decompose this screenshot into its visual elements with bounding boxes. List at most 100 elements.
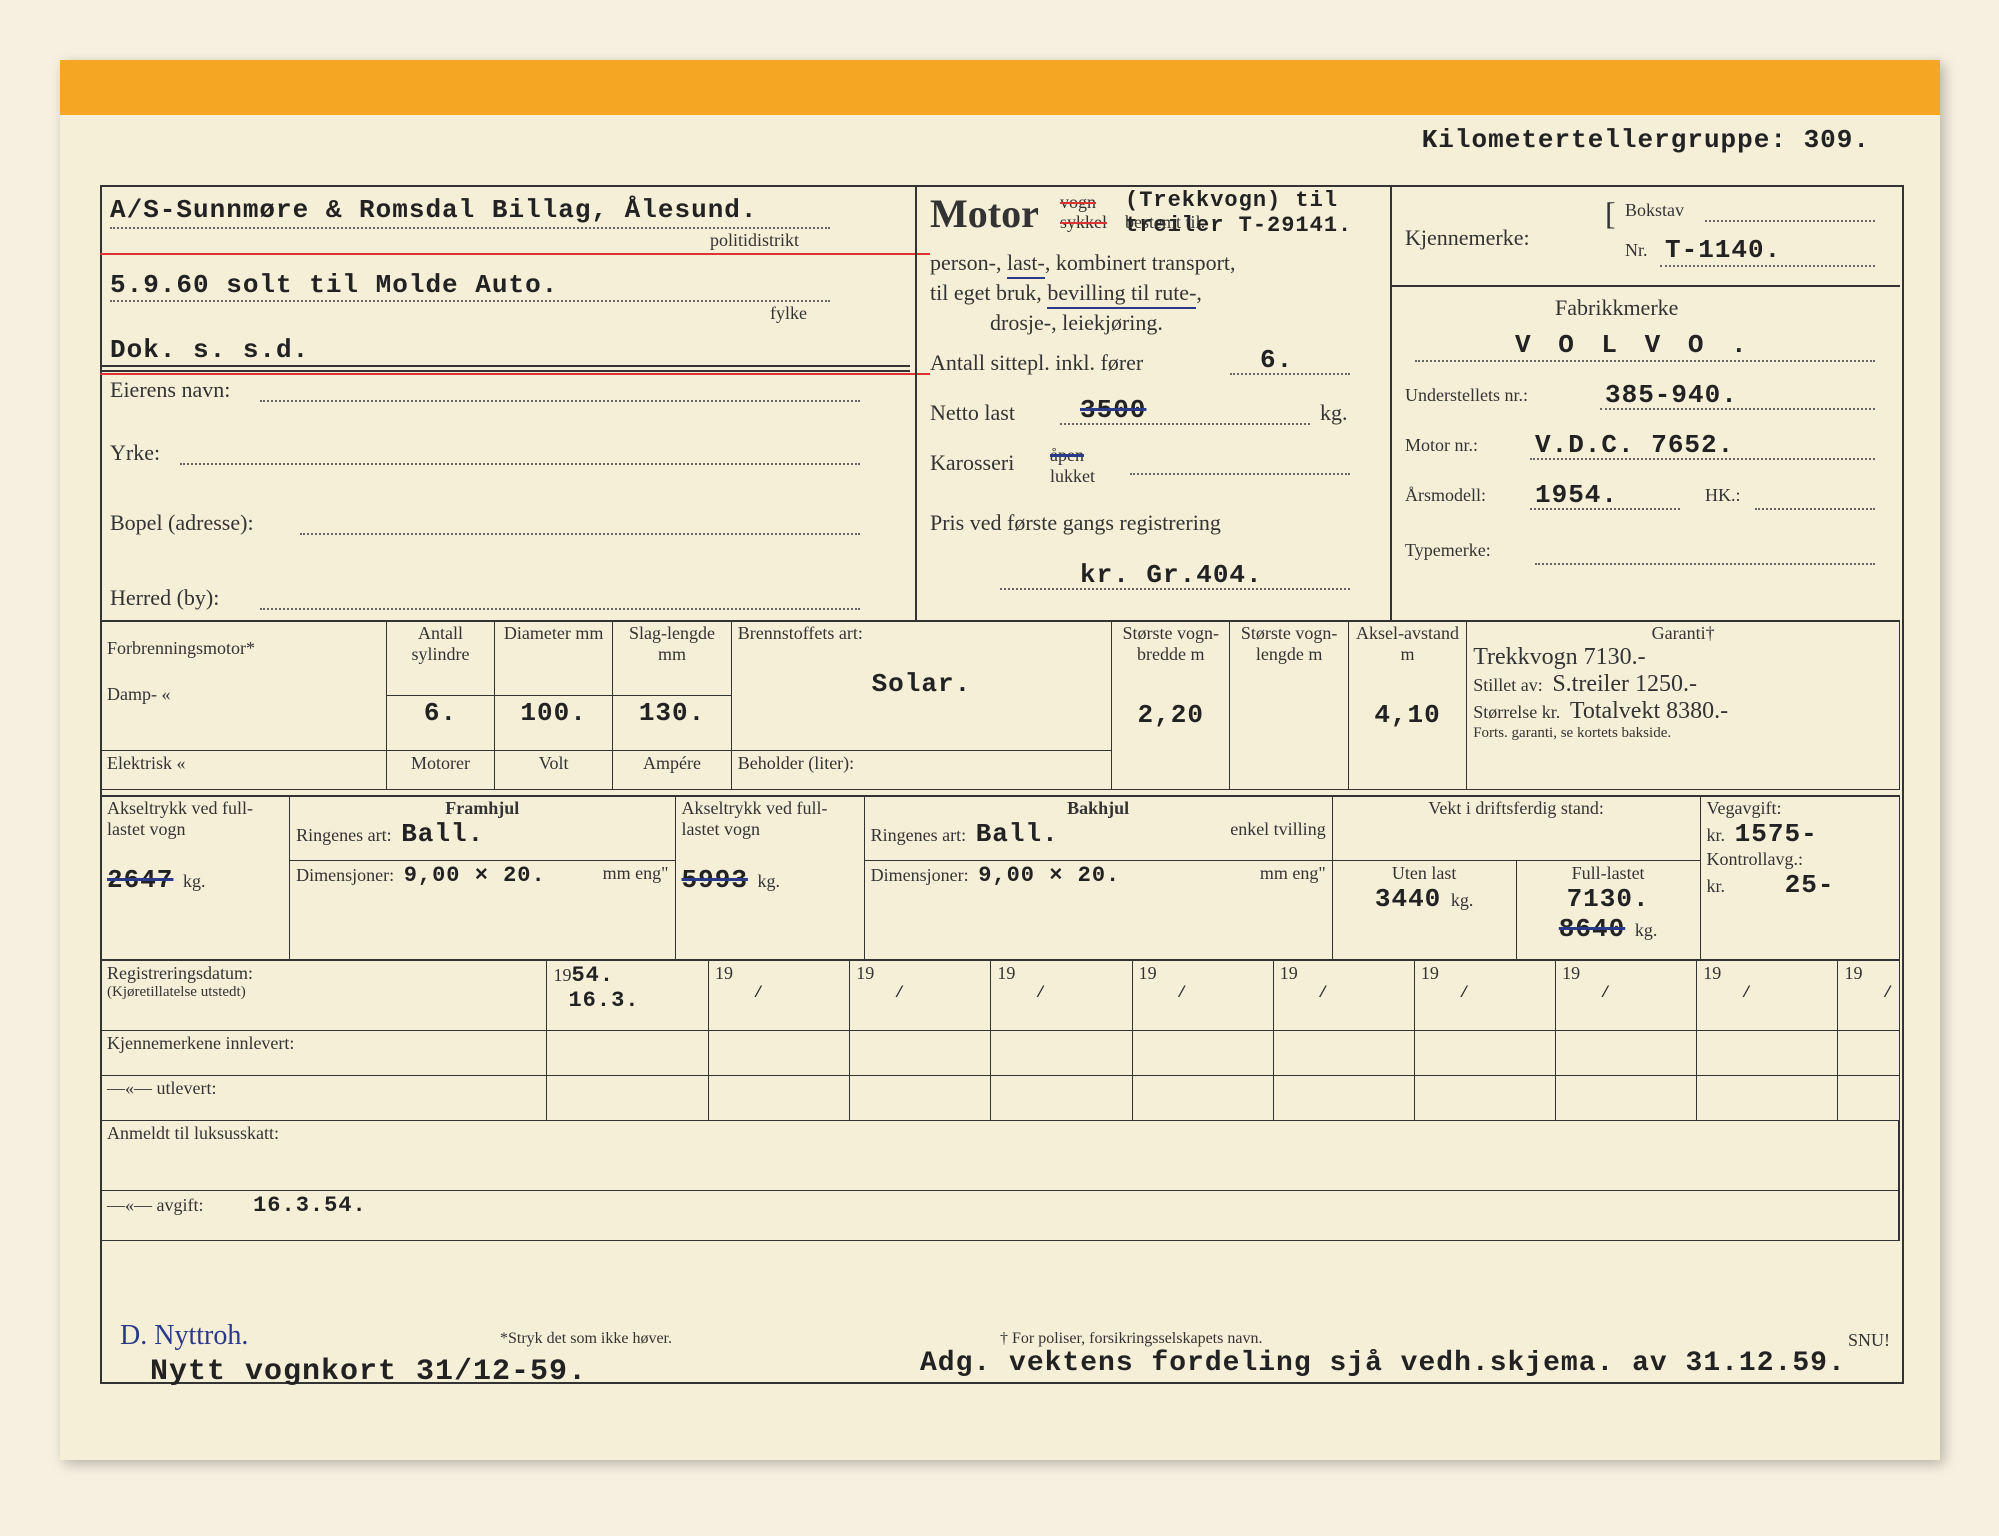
n19-4: 19 <box>997 963 1015 983</box>
fram-label: Framhjul <box>296 798 668 819</box>
reg-table: Registreringsdatum: (Kjøretillatelse uts… <box>100 960 1900 1241</box>
n19-10: 19 <box>1844 963 1862 983</box>
luksus: Anmeldt til luksusskatt: <box>101 1121 1900 1191</box>
trykk1: Akseltrykk ved full-lastet vogn <box>107 798 283 840</box>
forbr: Forbrenningsmotor* <box>107 638 380 659</box>
orange-bar <box>60 60 1940 115</box>
framkg: 2647 <box>107 865 173 895</box>
sig: D. Nyttroh. <box>120 1320 248 1352</box>
dim2: Dimensjoner: <box>871 865 969 885</box>
bopel-label: Bopel (adresse): <box>110 510 254 536</box>
avgift-d: 16.3.54. <box>253 1193 367 1218</box>
ball2: Ball. <box>976 819 1059 849</box>
bak-label: Bakhjul <box>871 798 1326 819</box>
netto-label: Netto last <box>930 400 1015 426</box>
fabrikk-val: V O L V O . <box>1515 330 1753 360</box>
date: 16.3. <box>568 988 639 1013</box>
herred-label: Herred (by): <box>110 585 219 611</box>
header-group: Kilometertellergruppe: 309. <box>1422 125 1870 155</box>
volt: Volt <box>494 751 612 790</box>
netto-val: 3500 <box>1080 395 1146 425</box>
dia: 100. <box>494 695 612 751</box>
dimv1: 9,00 × 20. <box>404 863 546 888</box>
n19-2: 19 <box>715 963 733 983</box>
reg-label: Registreringsdatum: <box>107 963 540 984</box>
g2: S.treiler 1250.- <box>1552 671 1697 697</box>
syl: 6. <box>387 695 495 751</box>
dimv2: 9,00 × 20. <box>978 863 1120 888</box>
hk-label: HK.: <box>1705 485 1741 506</box>
utl: —«— utlevert: <box>101 1076 547 1121</box>
uten-l: Uten last <box>1339 863 1510 884</box>
kr2: kr. <box>1707 876 1726 896</box>
brenn-val: Solar. <box>738 669 1105 699</box>
slag: 130. <box>613 695 731 751</box>
uten: 3440 <box>1375 884 1441 914</box>
enktv: enkel tvilling <box>1230 819 1325 840</box>
dia-h: Diameter mm <box>501 623 606 644</box>
damp: Damp- « <box>107 684 380 705</box>
kontroll-val: 25- <box>1785 870 1835 900</box>
motornr-val: V.D.C. 7652. <box>1535 430 1734 460</box>
elektrisk: Elektrisk « <box>107 753 380 774</box>
ring1: Ringenes art: <box>296 825 391 845</box>
mme1: mm eng" <box>603 863 669 884</box>
kjenn-label: Kjennemerke: <box>1405 225 1530 251</box>
bokstav-label: Bokstav <box>1625 200 1684 221</box>
kg-b: kg. <box>758 871 781 891</box>
dim1: Dimensjoner: <box>296 865 394 885</box>
nr-val: T-1140. <box>1665 235 1781 265</box>
kg-f: kg. <box>183 871 206 891</box>
veg-label: Vegavgift: <box>1707 798 1893 819</box>
adg: Adg. vektens fordeling sjå vedh.skjema. … <box>920 1348 1870 1379</box>
owner-block: A/S-Sunnmøre & Romsdal Billag, Ålesund. … <box>110 195 910 225</box>
lengde-h: Største vogn-lengde m <box>1236 623 1341 665</box>
pris-val: kr. Gr.404. <box>1080 560 1263 590</box>
n19-9: 19 <box>1703 963 1721 983</box>
kg-u: kg. <box>1451 890 1474 910</box>
vekt-label: Vekt i driftsferdig stand: <box>1339 798 1694 819</box>
kjin: Kjennemerkene innlevert: <box>101 1031 547 1076</box>
g1: Trekkvogn 7130.- <box>1473 644 1893 671</box>
syl-h: Antall sylindre <box>393 623 488 665</box>
kg-fl: kg. <box>1635 920 1658 940</box>
yrke-label: Yrke: <box>110 440 160 466</box>
aksel-h: Aksel-avstand m <box>1355 623 1460 665</box>
n19-3: 19 <box>856 963 874 983</box>
n19-7: 19 <box>1421 963 1439 983</box>
fabrikk-label: Fabrikkmerke <box>1555 295 1678 321</box>
understell-val: 385-940. <box>1605 380 1738 410</box>
registration-card: Kilometertellergruppe: 309. A/S-Sunnmøre… <box>60 60 1940 1460</box>
fylke-label: fylke <box>770 303 807 324</box>
wheels-table: Akseltrykk ved full-lastet vogn 2647 kg.… <box>100 795 1900 960</box>
sitte-val: 6. <box>1260 345 1293 375</box>
kaross-label: Karosseri <box>930 450 1014 476</box>
group-label: Kilometertellergruppe: <box>1422 125 1787 155</box>
pris-label: Pris ved første gangs registrering <box>930 510 1221 536</box>
veg-val: 1575- <box>1735 819 1818 849</box>
bredde-h: Største vogn-bredde m <box>1118 623 1223 665</box>
year: 54. <box>571 963 614 988</box>
n19-6: 19 <box>1280 963 1298 983</box>
engine-table: Forbrenningsmotor* Damp- « Antall sylind… <box>100 620 1900 790</box>
motor-title: Motor <box>930 191 1039 236</box>
brenn-label: Brennstoffets art: <box>738 623 1105 644</box>
garanti-note: Forts. garanti, se kortets bakside. <box>1473 725 1893 742</box>
motorer: Motorer <box>387 751 495 790</box>
ball1: Ball. <box>401 819 484 849</box>
dok: Dok. s. s.d. <box>110 335 309 365</box>
full-old: 8640 <box>1559 914 1625 944</box>
bredde: 2,20 <box>1118 700 1223 730</box>
poliser: † For poliser, forsikringsselskapets nav… <box>1000 1330 1262 1348</box>
reg-sub: (Kjøretillatelse utstedt) <box>107 984 540 1001</box>
vogn: vogn <box>1060 192 1096 213</box>
n19-8: 19 <box>1562 963 1580 983</box>
motor-block: Motor vogn sykkel (Trekkvogn) til treile… <box>930 190 1380 237</box>
avgift-l: —«— avgift: <box>107 1195 204 1215</box>
eier-label: Eierens navn: <box>110 377 230 403</box>
ring2: Ringenes art: <box>871 825 966 845</box>
n19-1: 19 <box>553 965 571 985</box>
kontroll-label: Kontrollavg.: <box>1707 849 1893 870</box>
sold: 5.9.60 solt til Molde Auto. <box>110 270 558 300</box>
aars-val: 1954. <box>1535 480 1618 510</box>
